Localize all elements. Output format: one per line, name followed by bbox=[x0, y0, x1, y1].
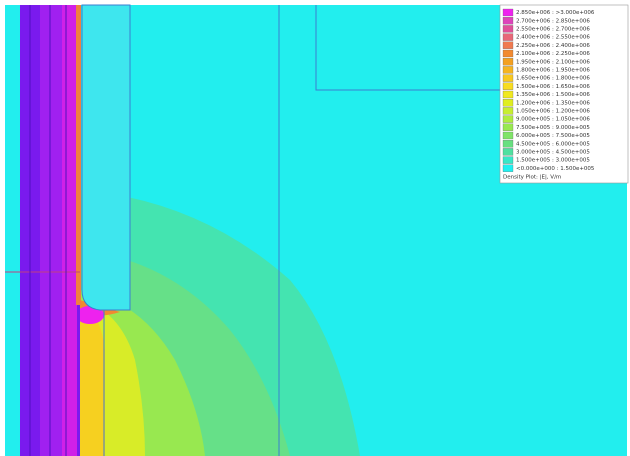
legend-label: 2.700e+006 : 2.850e+006 bbox=[516, 18, 590, 24]
legend-swatch bbox=[502, 66, 514, 74]
legend-label: 9.000e+005 : 1.050e+006 bbox=[516, 117, 590, 123]
legend-label: 7.500e+005 : 9.000e+005 bbox=[516, 125, 590, 131]
legend: 2.850e+006 : >3.000e+006 2.700e+006 : 2.8… bbox=[499, 4, 629, 184]
legend-label: 1.800e+006 : 1.950e+006 bbox=[516, 68, 590, 74]
legend-label: 6.000e+005 : 7.500e+005 bbox=[516, 133, 590, 139]
conductor bbox=[81, 4, 131, 311]
legend-swatch bbox=[502, 41, 514, 49]
legend-label: <0.000e+000 : 1.500e+005 bbox=[516, 166, 595, 172]
legend-label: 2.250e+006 : 2.400e+006 bbox=[516, 43, 590, 49]
legend-caption: Density Plot: |E|, V/m bbox=[503, 175, 561, 181]
boundary-line bbox=[315, 5, 500, 91]
legend-swatch bbox=[502, 58, 514, 66]
legend-swatch bbox=[502, 33, 514, 41]
legend-swatch bbox=[502, 8, 514, 17]
legend-swatch bbox=[502, 140, 514, 148]
legend-swatch bbox=[502, 115, 514, 123]
legend-swatch bbox=[502, 25, 514, 33]
field-strip bbox=[62, 5, 77, 456]
legend-label: 2.850e+006 : >3.000e+006 bbox=[516, 10, 595, 16]
legend-swatch bbox=[502, 99, 514, 107]
legend-label: 1.650e+006 : 1.800e+006 bbox=[516, 76, 590, 82]
legend-label: 1.200e+006 : 1.350e+006 bbox=[516, 100, 590, 106]
legend-label: 2.400e+006 : 2.550e+006 bbox=[516, 35, 590, 41]
legend-label: 1.500e+005 : 3.000e+005 bbox=[516, 158, 590, 164]
legend-label: 1.500e+006 : 1.650e+006 bbox=[516, 84, 590, 90]
legend-swatch bbox=[502, 148, 514, 156]
legend-box bbox=[499, 4, 629, 184]
legend-swatch bbox=[502, 164, 514, 172]
legend-swatch bbox=[502, 90, 514, 99]
field-region bbox=[80, 305, 105, 456]
legend-label: 2.550e+006 : 2.700e+006 bbox=[516, 27, 590, 33]
legend-label: 3.000e+005 : 4.500e+005 bbox=[516, 150, 590, 156]
legend-swatch bbox=[502, 82, 514, 90]
legend-swatch bbox=[502, 74, 514, 82]
legend-label: 1.050e+006 : 1.200e+006 bbox=[516, 109, 590, 115]
field-hotspot bbox=[76, 306, 104, 324]
legend-label: 1.950e+006 : 2.100e+006 bbox=[516, 59, 590, 65]
legend-swatch bbox=[502, 131, 514, 140]
legend-swatch bbox=[502, 49, 514, 58]
legend-swatch bbox=[502, 17, 514, 25]
legend-label: 2.100e+006 : 2.250e+006 bbox=[516, 51, 590, 57]
legend-swatch bbox=[502, 107, 514, 115]
legend-label: 1.350e+006 : 1.500e+006 bbox=[516, 92, 590, 98]
legend-label: 4.500e+005 : 6.000e+005 bbox=[516, 141, 590, 147]
field-strip bbox=[76, 5, 81, 305]
legend-swatch bbox=[502, 156, 514, 164]
legend-swatch bbox=[502, 123, 514, 131]
